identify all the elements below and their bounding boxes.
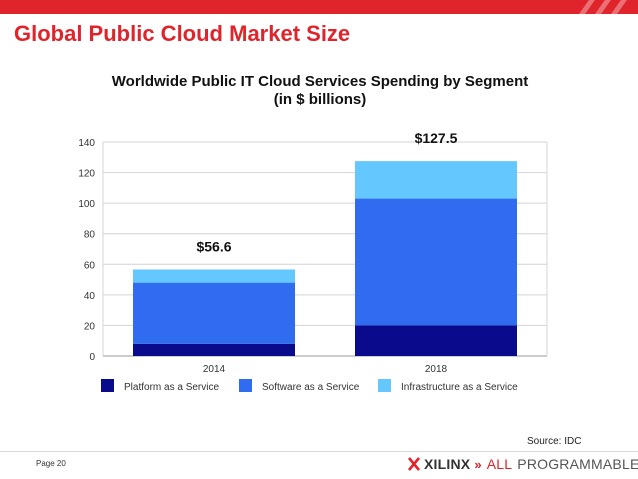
y-tick-label: 140 xyxy=(78,138,95,149)
logo-word-all: ALL xyxy=(486,456,513,472)
legend-swatch xyxy=(239,379,252,392)
x-tick-label: 2014 xyxy=(203,364,226,375)
top-accent-bar xyxy=(0,0,638,14)
stacked-bar-chart: Worldwide Public IT Cloud Services Spend… xyxy=(78,73,548,393)
logo-word-programmable: PROGRAMMABLE. xyxy=(517,456,638,472)
xilinx-x-icon xyxy=(408,457,420,471)
bar-segment xyxy=(355,161,517,199)
total-label: $56.6 xyxy=(196,238,231,254)
legend-swatch xyxy=(378,379,391,392)
legend-swatch xyxy=(101,379,114,392)
y-tick-label: 40 xyxy=(84,291,96,302)
bar-segment xyxy=(133,343,295,356)
y-tick-label: 0 xyxy=(89,352,95,363)
logo-brand: XILINX xyxy=(424,456,471,472)
slide-title: Global Public Cloud Market Size xyxy=(14,21,351,46)
bar-segment xyxy=(133,269,295,283)
y-tick-label: 100 xyxy=(78,199,95,210)
legend-label: Platform as a Service xyxy=(124,382,219,393)
y-tick-label: 20 xyxy=(84,321,96,332)
source-note: Source: IDC xyxy=(527,436,582,447)
bar-segment xyxy=(355,325,517,356)
bar-segment xyxy=(133,282,295,344)
chart-title: Worldwide Public IT Cloud Services Spend… xyxy=(112,73,528,90)
logo-chevron-icon: » xyxy=(474,456,482,472)
legend-label: Software as a Service xyxy=(262,382,360,393)
bar-segment xyxy=(355,198,517,326)
y-tick-label: 80 xyxy=(84,230,96,241)
x-tick-label: 2018 xyxy=(425,364,448,375)
footer-divider xyxy=(0,451,638,452)
y-tick-label: 120 xyxy=(78,169,95,180)
xilinx-logo: XILINX » ALL PROGRAMMABLE. xyxy=(408,456,638,472)
total-label: $127.5 xyxy=(415,130,458,146)
page-number: Page 20 xyxy=(36,459,66,468)
chart-subtitle: (in $ billions) xyxy=(274,91,367,108)
y-tick-label: 60 xyxy=(84,260,96,271)
legend-label: Infrastructure as a Service xyxy=(401,382,518,393)
